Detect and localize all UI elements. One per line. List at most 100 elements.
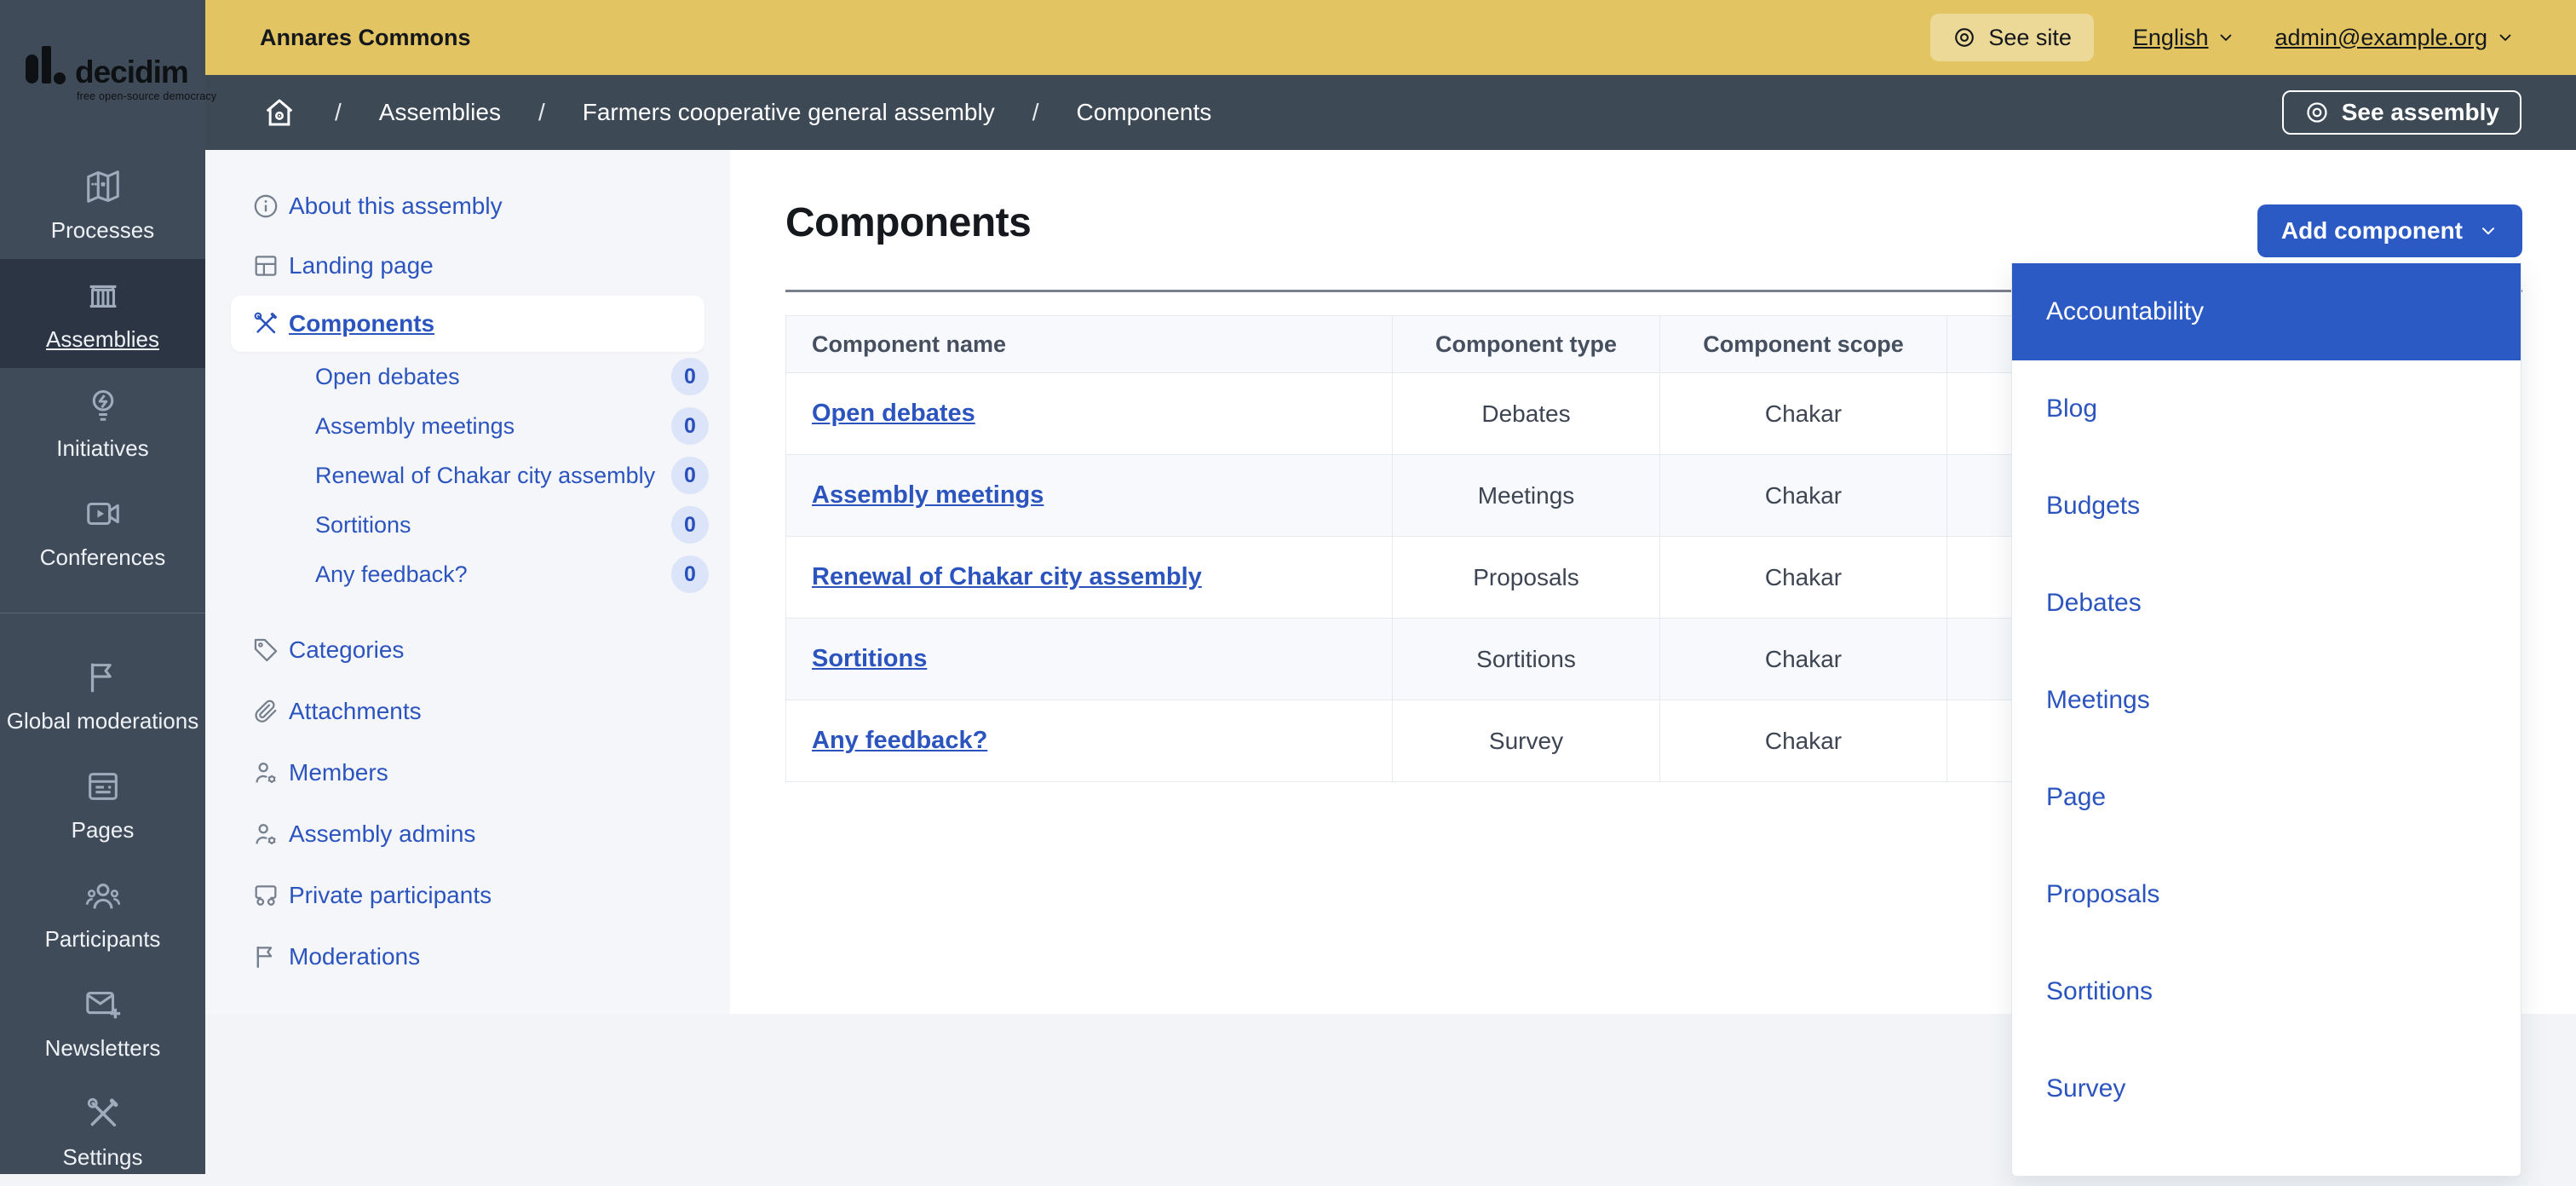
sidebar-item-label: Pages [71, 816, 135, 843]
see-assembly-button[interactable]: See assembly [2281, 90, 2521, 135]
nav-item-label: Members [289, 759, 388, 786]
nav-subitem-sortitions[interactable]: Sortitions 0 [205, 500, 730, 550]
dropdown-item-budgets[interactable]: Budgets [2046, 492, 2141, 520]
see-site-button[interactable]: See site [1930, 14, 2094, 61]
flag-icon [90, 661, 112, 694]
sidebar-item-newsletters[interactable]: Newsletters [0, 968, 205, 1077]
nav-item-private-participants[interactable]: Private participants [205, 865, 730, 926]
nav-subitem-label: Open debates [315, 363, 460, 389]
video-camera-icon [86, 502, 119, 525]
component-type-cell: Meetings [1392, 454, 1660, 537]
dropdown-item-sortitions[interactable]: Sortitions [2046, 977, 2153, 1005]
breadcrumb-components[interactable]: Components [1076, 99, 1212, 125]
dropdown-item-meetings[interactable]: Meetings [2046, 686, 2150, 714]
page-title: Components [785, 200, 1032, 245]
component-scope-cell: Chakar [1659, 700, 1947, 782]
admin-sidebar: decidim free open-source democracy Proce… [0, 0, 217, 1174]
component-type-cell: Debates [1392, 372, 1660, 455]
column-header-component-name: Component name [785, 315, 1393, 373]
nav-item-landing-page[interactable]: Landing page [205, 236, 730, 296]
layout-icon [255, 256, 277, 276]
breadcrumb-assemblies[interactable]: Assemblies [378, 99, 501, 125]
language-label: English [2132, 24, 2209, 50]
nav-item-components-active[interactable]: Components [231, 296, 704, 352]
sidebar-item-label: Newsletters [44, 1034, 161, 1061]
nav-item-attachments[interactable]: Attachments [205, 681, 730, 742]
dropdown-item-proposals[interactable]: Proposals [2046, 880, 2160, 908]
nav-subitem-label: Renewal of Chakar city assembly [315, 462, 656, 488]
component-scope-cell: Chakar [1659, 372, 1947, 455]
count-badge: 0 [671, 407, 709, 445]
dropdown-item-debates[interactable]: Debates [2046, 589, 2142, 617]
dropdown-item-accountability[interactable]: Accountability [2012, 263, 2521, 360]
assembly-nav: About this assembly Landing page Compone… [205, 150, 730, 1014]
attachment-icon [255, 700, 277, 723]
pages-icon [88, 772, 118, 800]
sidebar-item-global-moderations[interactable]: Global moderations [0, 641, 205, 750]
column-header-component-type: Component type [1392, 315, 1660, 373]
count-badge: 0 [671, 358, 709, 395]
eye-icon [2307, 102, 2327, 123]
sidebar-item-processes[interactable]: Processes [0, 150, 205, 259]
language-selector[interactable]: English [2133, 25, 2236, 51]
sidebar-item-conferences[interactable]: Conferences [0, 477, 205, 586]
topbar-actions: See site English admin@example.org [1930, 14, 2515, 61]
sidebar-item-settings[interactable]: Settings [0, 1077, 205, 1186]
logo-tagline: free open-source democracy [77, 90, 217, 102]
nav-subitem-label: Any feedback? [315, 561, 468, 587]
breadcrumb-assembly-name[interactable]: Farmers cooperative general assembly [582, 99, 995, 125]
section-divider [785, 290, 2522, 292]
nav-subitem-renewal[interactable]: Renewal of Chakar city assembly 0 [205, 451, 730, 500]
organization-title: Annares Commons [260, 24, 471, 50]
nav-item-members[interactable]: Members [205, 742, 730, 803]
tools-icon [83, 1094, 123, 1133]
component-type-cell: Sortitions [1392, 618, 1660, 700]
sidebar-item-initiatives[interactable]: Initiatives [0, 368, 205, 477]
breadcrumb: / Assemblies / Farmers cooperative gener… [205, 75, 2576, 150]
nav-item-label: Landing page [289, 252, 434, 279]
decidim-logo-mark [26, 46, 66, 84]
nav-item-label: Private participants [289, 882, 492, 908]
top-bar: Annares Commons See site English admin@e… [205, 0, 2576, 75]
lightbulb-icon [92, 389, 113, 421]
chevron-down-icon [2482, 227, 2494, 235]
sidebar-item-label: Assemblies [46, 325, 159, 352]
component-link-assembly-meetings[interactable]: Assembly meetings [812, 481, 1044, 509]
flag-icon [256, 945, 273, 969]
tools-icon [253, 311, 277, 334]
home-icon[interactable] [262, 95, 297, 130]
sidebar-item-assemblies[interactable]: Assemblies [0, 259, 205, 368]
nav-item-assembly-admins[interactable]: Assembly admins [205, 803, 730, 865]
nav-subitem-assembly-meetings[interactable]: Assembly meetings 0 [205, 401, 730, 451]
see-assembly-label: See assembly [2341, 99, 2499, 125]
dropdown-item-page[interactable]: Page [2046, 783, 2107, 811]
dropdown-item-blog[interactable]: Blog [2046, 394, 2098, 423]
component-link-any-feedback[interactable]: Any feedback? [812, 727, 988, 754]
nav-item-categories[interactable]: Categories [205, 619, 730, 681]
nav-subitem-any-feedback[interactable]: Any feedback? 0 [205, 550, 730, 599]
nav-item-about-assembly[interactable]: About this assembly [205, 176, 730, 236]
component-scope-cell: Chakar [1659, 454, 1947, 537]
account-email: admin@example.org [2274, 24, 2487, 50]
eye-icon [1955, 28, 1975, 47]
nav-subitem-open-debates[interactable]: Open debates 0 [205, 352, 730, 401]
sidebar-item-label: Conferences [39, 544, 166, 570]
add-component-button[interactable]: Add component [2257, 204, 2522, 257]
nav-subitem-label: Assembly meetings [315, 412, 515, 439]
sidebar-item-participants[interactable]: Participants [0, 859, 205, 968]
team-icon [85, 883, 120, 910]
component-link-sortitions[interactable]: Sortitions [812, 645, 928, 672]
count-badge: 0 [671, 457, 709, 494]
sidebar-item-pages[interactable]: Pages [0, 750, 205, 859]
component-link-open-debates[interactable]: Open debates [812, 400, 975, 427]
see-site-label: See site [1988, 24, 2072, 50]
sidebar-item-label: Settings [62, 1143, 143, 1170]
decidim-logo[interactable]: decidim free open-source democracy [0, 0, 217, 150]
breadcrumb-separator: / [1032, 99, 1039, 125]
mail-add-icon [85, 991, 122, 1020]
account-menu[interactable]: admin@example.org [2274, 25, 2515, 51]
nav-item-moderations[interactable]: Moderations [205, 926, 730, 987]
component-link-renewal[interactable]: Renewal of Chakar city assembly [812, 563, 1202, 590]
dropdown-item-survey[interactable]: Survey [2046, 1074, 2126, 1103]
breadcrumb-separator: / [335, 99, 342, 125]
